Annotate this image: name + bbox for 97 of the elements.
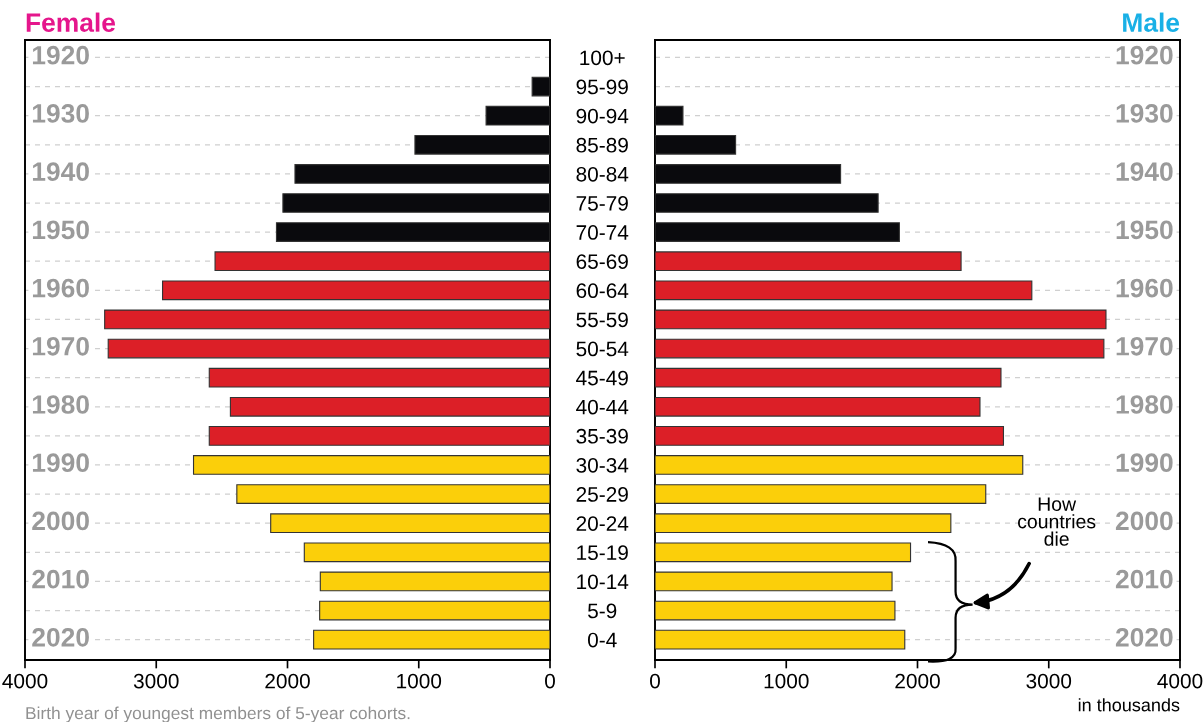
y-tick-label: 85-89 bbox=[576, 137, 628, 153]
bar bbox=[655, 513, 952, 534]
y-tick-label: 15-19 bbox=[577, 545, 628, 561]
y2-tick-label: 2010 bbox=[1115, 569, 1173, 589]
bar bbox=[282, 193, 550, 213]
y2-tick-label: 2000 bbox=[32, 511, 89, 531]
y-tick-label: 95-99 bbox=[576, 79, 628, 95]
bar bbox=[655, 251, 962, 272]
bar bbox=[107, 338, 550, 359]
bar bbox=[531, 76, 550, 97]
x-axis-title: in thousands bbox=[1078, 698, 1180, 712]
y-tick-label: 40-44 bbox=[576, 399, 629, 415]
y2-tick-label: 2010 bbox=[32, 569, 89, 589]
x-tick-label: 0 bbox=[650, 673, 660, 689]
y2-tick-label: 2000 bbox=[1115, 511, 1173, 531]
bar bbox=[192, 455, 550, 475]
text: Birth year of youngest members of 5-year cohorts. bbox=[26, 706, 410, 722]
y2-tick-label: 1950 bbox=[32, 220, 89, 240]
y2-tick-label: 1940 bbox=[1116, 162, 1173, 181]
y-tick-label: 80-84 bbox=[576, 166, 629, 182]
bar bbox=[655, 396, 981, 417]
y-tick-label: 60-64 bbox=[576, 283, 629, 299]
bar bbox=[313, 629, 550, 650]
y2-tick-label: 1960 bbox=[32, 278, 89, 298]
y-tick-label: 100+ bbox=[580, 50, 625, 66]
y-tick-label: 0-4 bbox=[587, 632, 617, 648]
y2-tick-label: 1990 bbox=[1116, 453, 1173, 473]
x-tick-label: 2000 bbox=[265, 673, 310, 689]
y2-tick-label: 1930 bbox=[32, 104, 89, 123]
bar bbox=[655, 542, 912, 563]
bar bbox=[236, 484, 550, 504]
y2-tick-label: 1940 bbox=[32, 162, 89, 181]
x-tick-label: 3000 bbox=[133, 673, 179, 689]
y2-tick-label: 1970 bbox=[1116, 336, 1173, 356]
bar bbox=[485, 105, 550, 126]
y-tick-label: 90-94 bbox=[576, 108, 629, 124]
bar bbox=[294, 164, 550, 184]
y2-tick-label: 2020 bbox=[1115, 628, 1173, 647]
bar bbox=[655, 309, 1107, 330]
y-tick-label: 55-59 bbox=[576, 312, 628, 328]
y-tick-label: 70-74 bbox=[576, 225, 629, 240]
y2-tick-label: 1920 bbox=[1116, 45, 1173, 65]
bar bbox=[414, 134, 550, 155]
bar bbox=[214, 251, 550, 272]
y-tick-label: 65-69 bbox=[576, 254, 628, 269]
y2-tick-label: 1990 bbox=[32, 453, 89, 473]
bar bbox=[270, 513, 550, 534]
y2-tick-label: 2020 bbox=[32, 628, 89, 647]
y-tick-label: 5-9 bbox=[588, 603, 617, 619]
bar bbox=[655, 484, 987, 504]
bar bbox=[655, 629, 906, 650]
bar bbox=[319, 600, 550, 621]
bar bbox=[104, 309, 550, 330]
bar bbox=[208, 367, 550, 388]
bar bbox=[655, 455, 1024, 475]
bar bbox=[655, 222, 900, 242]
bar bbox=[319, 571, 550, 592]
y2-tick-label: 1950 bbox=[1116, 220, 1173, 240]
y-tick-label: 10-14 bbox=[577, 574, 629, 590]
bar bbox=[655, 164, 842, 184]
y2-tick-label: 1980 bbox=[1116, 395, 1173, 414]
y2-tick-label: 1970 bbox=[32, 336, 89, 356]
x-tick-label: 4000 bbox=[1157, 673, 1203, 689]
bar bbox=[655, 571, 893, 592]
x-tick-label: 4000 bbox=[2, 673, 48, 689]
bar bbox=[655, 280, 1033, 301]
x-tick-label: 1000 bbox=[764, 673, 809, 689]
bar bbox=[275, 222, 550, 242]
bar bbox=[229, 396, 550, 417]
y-tick-label: 35-39 bbox=[576, 428, 628, 444]
bar bbox=[655, 600, 896, 621]
y-tick-label: 20-24 bbox=[576, 516, 629, 531]
bar bbox=[655, 425, 1005, 446]
x-tick-label: 2000 bbox=[895, 673, 940, 689]
bar bbox=[161, 280, 550, 301]
y2-tick-label: 1930 bbox=[1116, 104, 1173, 123]
bar bbox=[655, 105, 684, 126]
y-tick-label: 75-79 bbox=[576, 196, 628, 211]
x-tick-label: 3000 bbox=[1026, 673, 1072, 689]
bar bbox=[655, 338, 1105, 359]
y-tick-label: 45-49 bbox=[576, 370, 628, 386]
y2-tick-label: 1960 bbox=[1116, 278, 1173, 298]
bar bbox=[303, 542, 550, 563]
chart-title: Female bbox=[26, 12, 116, 32]
x-tick-label: 0 bbox=[545, 673, 555, 689]
x-tick-label: 1000 bbox=[397, 673, 442, 689]
y-tick-label: 25-29 bbox=[576, 487, 628, 502]
bar bbox=[655, 367, 1002, 388]
bar bbox=[655, 193, 879, 213]
y2-tick-label: 1980 bbox=[32, 395, 89, 414]
y-tick-label: 30-34 bbox=[576, 457, 629, 473]
bar bbox=[208, 425, 550, 446]
bar bbox=[655, 134, 737, 155]
chart-title: Male bbox=[1123, 12, 1180, 32]
y-tick-label: 50-54 bbox=[576, 341, 629, 357]
y2-tick-label: 1920 bbox=[32, 45, 89, 65]
annotation: How countries die bbox=[1018, 497, 1096, 546]
